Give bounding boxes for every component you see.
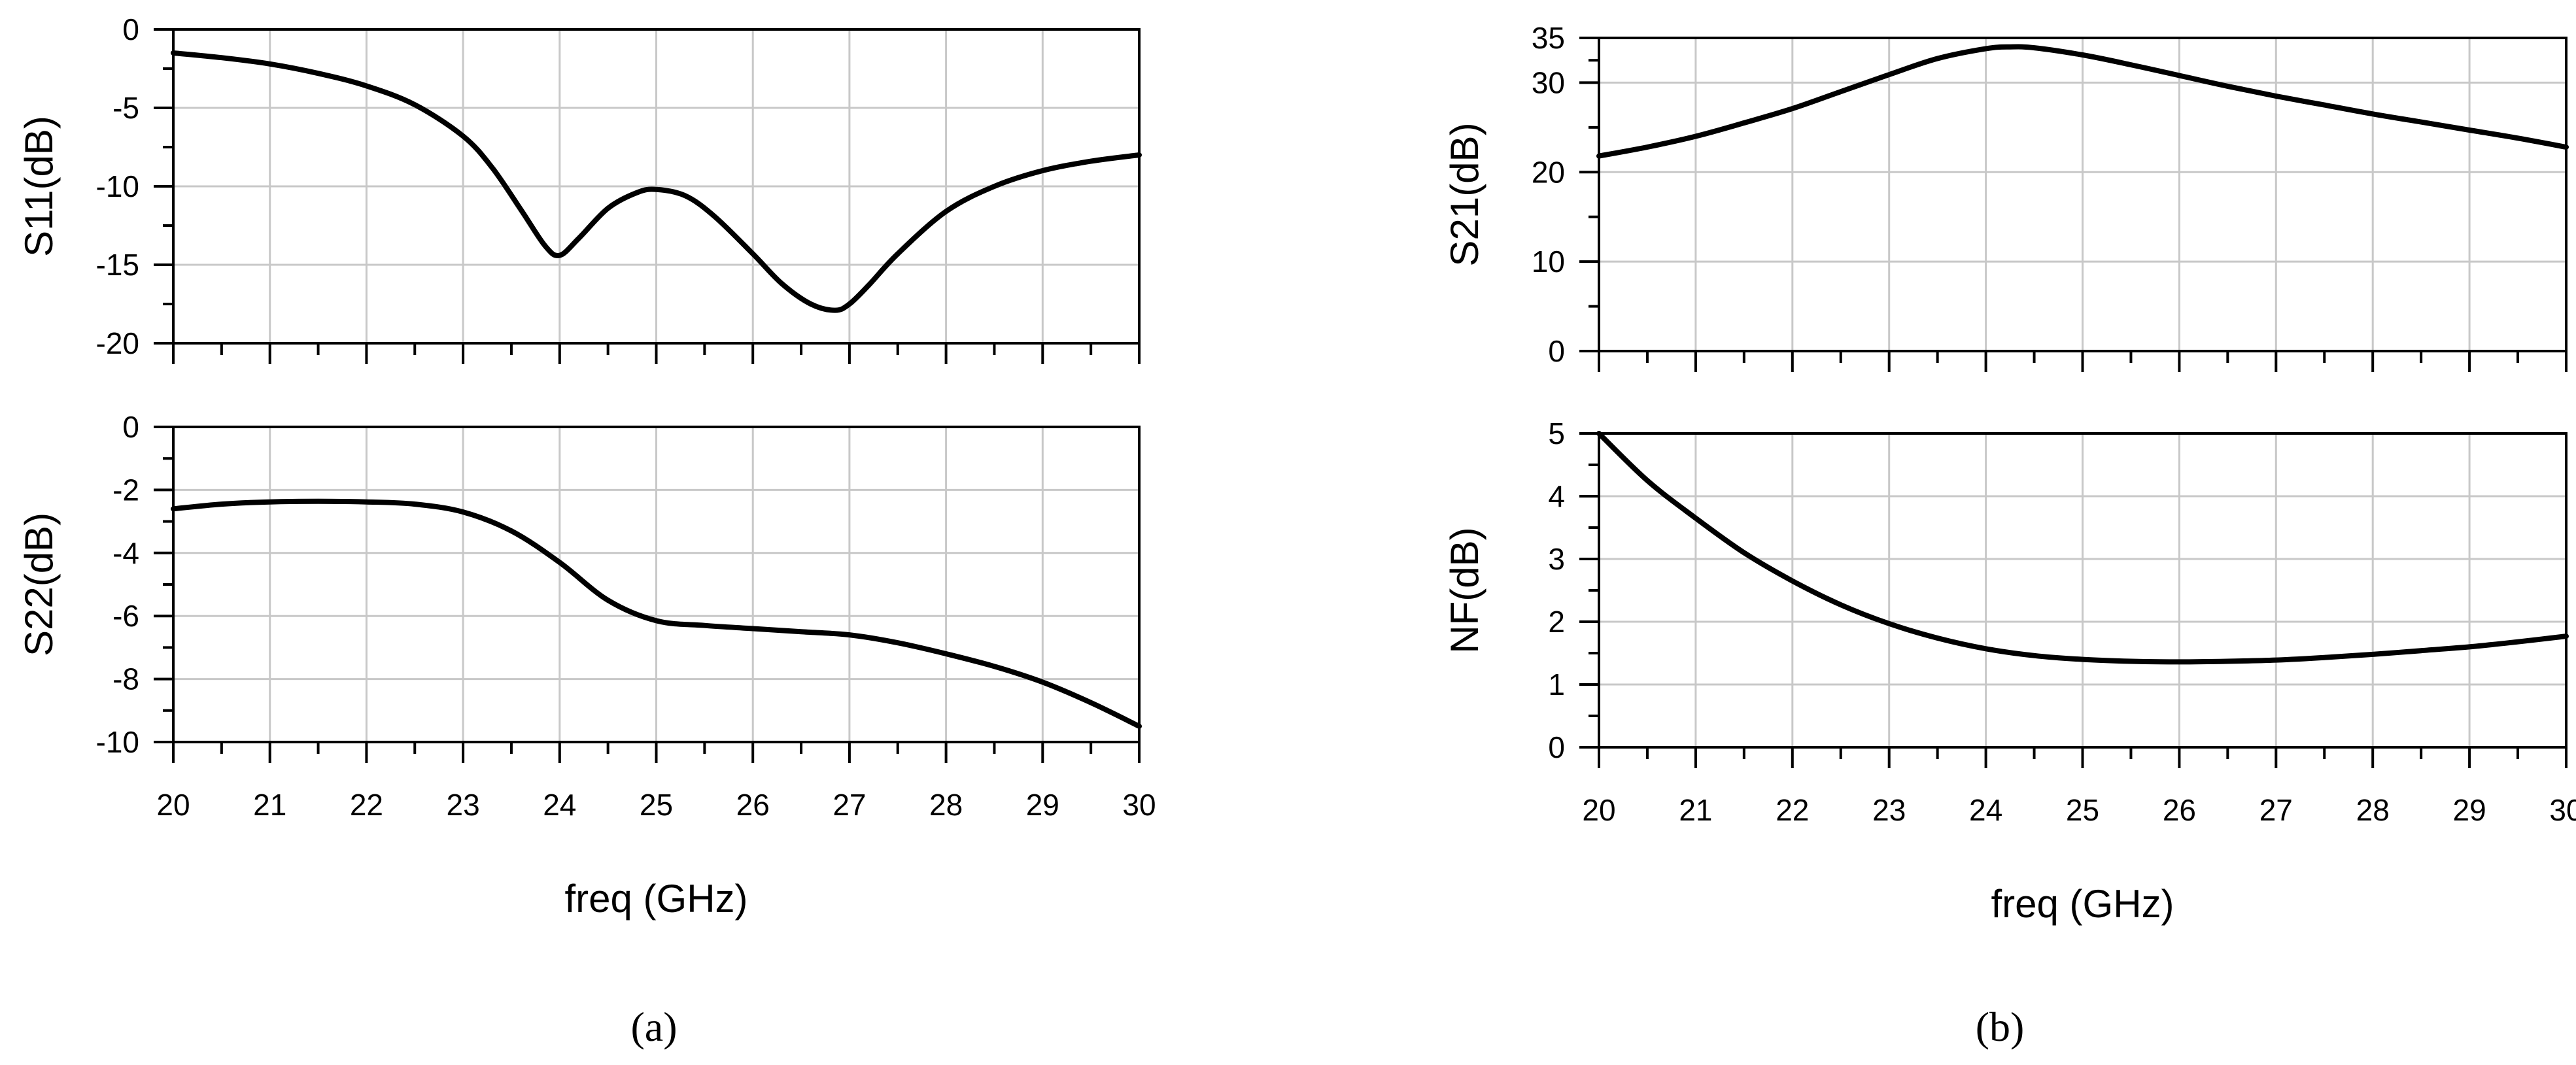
nf-db-ytick-label: 5 xyxy=(1548,416,1565,450)
s22-db-xtick-label: 30 xyxy=(1122,788,1156,822)
nf-db-xtick-label: 27 xyxy=(2259,793,2293,827)
s22-db-ytick-label: -8 xyxy=(112,662,139,696)
s22-db-ytick-label: -4 xyxy=(112,536,139,570)
s11-db-ytick-label: -15 xyxy=(96,248,139,282)
nf-db-xtick-label: 26 xyxy=(2163,793,2196,827)
s22-db-series-line xyxy=(171,498,1142,729)
s11-db-series-line xyxy=(171,50,1142,313)
s22-db-ytick-label: 0 xyxy=(122,410,139,444)
s22-db-xtick-label: 21 xyxy=(253,788,286,822)
nf-db-ytick-label: 1 xyxy=(1548,668,1565,702)
s22-db-xtick-label: 24 xyxy=(543,788,576,822)
panel-label-b: (b) xyxy=(1976,1004,2025,1050)
s22-db-xtick-label: 20 xyxy=(156,788,190,822)
s11-db-plot-frame xyxy=(172,28,1141,345)
s22-db-ytick-label: -10 xyxy=(96,725,139,759)
nf-db-xtick-label: 28 xyxy=(2356,793,2390,827)
nf-db-series-line xyxy=(1596,431,2569,665)
s22-db-xtick-label: 29 xyxy=(1026,788,1059,822)
nf-db-xtick-label: 21 xyxy=(1679,793,1712,827)
nf-db-plot-frame xyxy=(1598,432,2567,749)
nf-db-ytick-label: 0 xyxy=(1548,730,1565,764)
s22-db-xtick-label: 28 xyxy=(929,788,963,822)
s11-db-ytick-label: -5 xyxy=(112,91,139,125)
s21-db-ytick-label: 30 xyxy=(1532,65,1565,99)
nf-db-xtick-label: 22 xyxy=(1776,793,1809,827)
s21-db-ytick-label: 20 xyxy=(1532,155,1565,189)
nf-db-xlabel: freq (GHz) xyxy=(1991,882,2174,926)
s11-db-ytick-label: 0 xyxy=(122,12,139,46)
s22-db-xtick-label: 27 xyxy=(833,788,866,822)
nf-db-xtick-label: 24 xyxy=(1969,793,2002,827)
s22-db-ylabel: S22(dB) xyxy=(17,513,61,656)
nf-db-xtick-label: 23 xyxy=(1872,793,1906,827)
nf-db-xtick-label: 25 xyxy=(2066,793,2099,827)
nf-db-ytick-label: 2 xyxy=(1548,605,1565,639)
nf-db-xtick-label: 29 xyxy=(2453,793,2486,827)
s21-db-ytick-label: 0 xyxy=(1548,334,1565,368)
s22-db-xtick-label: 26 xyxy=(736,788,770,822)
s11-db-ylabel: S11(dB) xyxy=(17,116,61,257)
s21-db-ytick-label: 10 xyxy=(1532,245,1565,279)
nf-db-ytick-label: 4 xyxy=(1548,479,1565,513)
plot-s11: 0 -5 -10 -15 -20 S11(dB) xyxy=(17,12,1142,364)
s22-db-ytick-label: -6 xyxy=(112,599,139,633)
plot-s22: 0 -2 -4 -6 -8 -10 20 21 22 23 24 25 26 27 28 29 30 S22(dB… xyxy=(17,410,1156,921)
s11-db-ytick-label: -20 xyxy=(96,326,139,360)
s22-db-xtick-label: 25 xyxy=(640,788,673,822)
s21-db-series-line xyxy=(1596,44,2569,159)
plot-s21: 0 10 20 30 35 S21(dB) xyxy=(1443,21,2569,372)
s21-db-plot-frame xyxy=(1598,37,2567,352)
panel-label-a: (a) xyxy=(630,1004,677,1050)
nf-db-xtick-label: 20 xyxy=(1582,793,1615,827)
s22-db-xlabel: freq (GHz) xyxy=(564,877,747,921)
s21-db-ylabel: S21(dB) xyxy=(1443,122,1486,266)
s21-db-ytick-label: 35 xyxy=(1532,21,1565,55)
s11-db-ytick-label: -10 xyxy=(96,169,139,203)
s22-db-xtick-label: 22 xyxy=(350,788,383,822)
nf-db-ytick-label: 3 xyxy=(1548,542,1565,576)
nf-db-xtick-label: 30 xyxy=(2549,793,2576,827)
s22-db-xtick-label: 23 xyxy=(447,788,480,822)
s22-db-plot-frame xyxy=(172,426,1141,743)
nf-db-ylabel: NF(dB) xyxy=(1443,527,1486,653)
s22-db-ytick-label: -2 xyxy=(112,473,139,507)
